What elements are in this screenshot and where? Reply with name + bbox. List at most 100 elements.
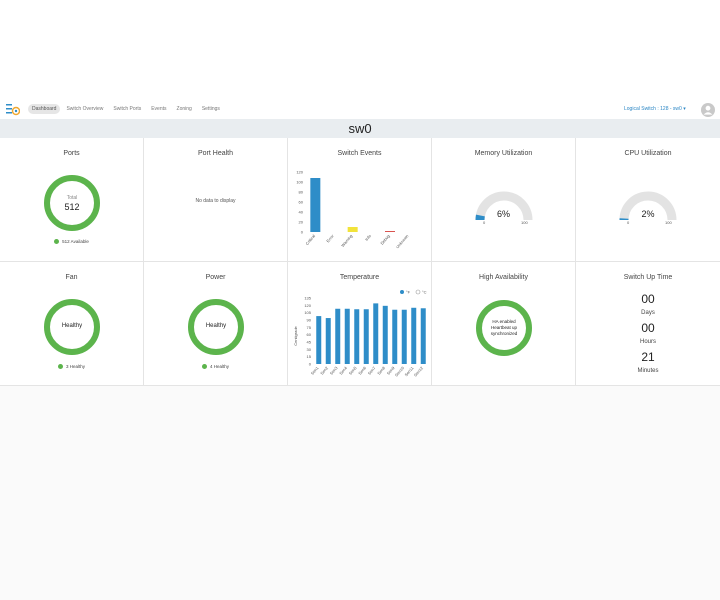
card-title: Power	[205, 274, 226, 281]
uptime-hours-label: Hours	[639, 339, 656, 345]
fan-legend: 3 Healthy	[0, 364, 143, 369]
x-tick-label: Sen3	[329, 365, 339, 376]
top-nav: Dashboard Switch Overview Switch Ports E…	[0, 100, 720, 119]
switch-events-card[interactable]: Switch Events 0 20 40 60 80 100 120 Critical Err…	[288, 138, 432, 262]
y-tick-label: 120	[304, 303, 311, 308]
tab-switch-overview[interactable]: Switch Overview	[66, 106, 104, 112]
cpu-card[interactable]: CPU Utilization 2% 0 100	[576, 138, 720, 262]
bar	[382, 305, 388, 364]
user-avatar-icon[interactable]	[701, 103, 715, 117]
y-tick-label: 60	[307, 332, 312, 337]
bar	[347, 227, 358, 232]
power-donut	[188, 299, 244, 355]
x-tick-label: Sen5	[348, 365, 358, 376]
y-tick-label: 105	[304, 310, 311, 315]
y-tick-label: 0	[309, 362, 312, 367]
memory-gauge	[475, 191, 533, 221]
bar	[401, 309, 407, 364]
cpu-min: 0	[627, 220, 630, 225]
y-tick-label: 45	[307, 340, 312, 345]
logical-switch-selector[interactable]: Logical Switch : 128 - sw0 ▾	[624, 106, 686, 112]
memory-card[interactable]: Memory Utilization 6% 0 100	[432, 138, 576, 262]
ha-status-line: HA enabled	[492, 319, 516, 324]
fan-legend-text: 3 Healthy	[65, 364, 85, 369]
ha-card[interactable]: High Availability HA enabled Heartbeat u…	[432, 262, 576, 386]
uptime-hours-value: 00	[641, 321, 655, 335]
power-card[interactable]: Power Healthy 4 Healthy	[144, 262, 288, 386]
y-tick-label: 30	[307, 347, 312, 352]
nav-tabs: Dashboard Switch Overview Switch Ports E…	[28, 104, 224, 114]
bar	[363, 309, 369, 364]
power-status: Healthy	[205, 323, 227, 329]
x-tick-label: Warning	[340, 233, 353, 248]
fan-card[interactable]: Fan Healthy 3 Healthy	[0, 262, 144, 386]
x-tick-label: Sen2	[319, 365, 329, 376]
y-tick-label: 90	[307, 318, 312, 323]
y-tick-label: 40	[299, 210, 304, 215]
card-title: Switch Up Time	[623, 274, 673, 281]
bar	[354, 309, 360, 364]
card-title: Switch Events	[337, 150, 382, 157]
x-tick-label: Sen9	[386, 365, 396, 376]
ports-donut	[44, 175, 100, 231]
x-tick-label: Sen12	[413, 365, 425, 378]
cpu-value: 2%	[641, 209, 655, 219]
x-tick-label: Sen1	[310, 365, 320, 376]
gauge-track	[475, 191, 533, 221]
tab-zoning[interactable]: Zoning	[176, 106, 192, 112]
bar	[325, 318, 331, 364]
healthy-dot	[201, 364, 207, 369]
bar	[310, 178, 321, 232]
card-title: CPU Utilization	[624, 150, 672, 157]
bar	[373, 303, 379, 364]
x-tick-label: Sen11	[403, 365, 415, 377]
uptime-minutes-value: 21	[641, 350, 655, 364]
temperature-legend: °F °C	[400, 290, 427, 295]
legend-label-f: °F	[406, 290, 411, 295]
ports-legend: 512 Available	[0, 239, 143, 244]
tab-switch-ports[interactable]: Switch Ports	[113, 106, 142, 112]
uptime-minutes-label: Minutes	[637, 368, 659, 374]
temperature-chart: °F °C Centigrade 0 15 30 45 60 75 90 105 120 135 Sen1…	[293, 290, 427, 378]
card-title: Ports	[63, 150, 80, 157]
x-tick-label: Critical	[304, 233, 316, 246]
power-legend: 4 Healthy	[144, 364, 287, 369]
memory-min: 0	[483, 220, 486, 225]
x-tick-label: Sen6	[357, 365, 367, 376]
bar	[385, 231, 395, 232]
ha-status-line: synchronized	[490, 331, 518, 336]
port-health-card[interactable]: Port Health No data to display	[144, 138, 288, 262]
tab-settings[interactable]: Settings	[201, 106, 220, 112]
power-legend-text: 4 Healthy	[209, 364, 229, 369]
cpu-gauge	[619, 191, 677, 221]
y-tick-label: 80	[299, 190, 304, 195]
card-title: Fan	[65, 274, 78, 281]
legend-label-c: °C	[422, 290, 427, 295]
tab-events[interactable]: Events	[151, 106, 167, 112]
x-tick-label: Sen8	[376, 365, 386, 376]
ha-donut	[476, 300, 532, 356]
card-title: Memory Utilization	[474, 150, 533, 157]
tab-dashboard[interactable]: Dashboard	[28, 104, 61, 114]
app-logo-icon[interactable]	[6, 102, 20, 116]
ports-card[interactable]: Ports Total 512 512 Available	[0, 138, 144, 262]
cpu-max: 100	[665, 220, 672, 225]
y-tick-label: 0	[301, 230, 304, 235]
fan-status: Healthy	[61, 323, 83, 329]
bar	[316, 316, 322, 364]
uptime-card[interactable]: Switch Up Time 00 Days 00 Hours 21 Minut…	[576, 262, 720, 386]
y-tick-label: 100	[296, 180, 303, 185]
x-tick-label: Unknown	[395, 233, 410, 249]
bar	[411, 307, 417, 364]
x-tick-label: Sen4	[338, 365, 348, 376]
gauge-track	[619, 191, 677, 221]
ports-legend-text: 512 Available	[62, 239, 89, 244]
temperature-card[interactable]: Temperature °F °C Centigrade 0 15 30 45 60 75 90 1…	[288, 262, 432, 386]
y-tick-label: 135	[304, 296, 311, 301]
uptime-days-label: Days	[641, 310, 655, 316]
memory-max: 100	[521, 220, 528, 225]
y-axis-label: Centigrade	[293, 325, 298, 345]
bar	[344, 308, 350, 364]
card-title: Port Health	[197, 150, 234, 157]
healthy-dot	[57, 364, 63, 369]
